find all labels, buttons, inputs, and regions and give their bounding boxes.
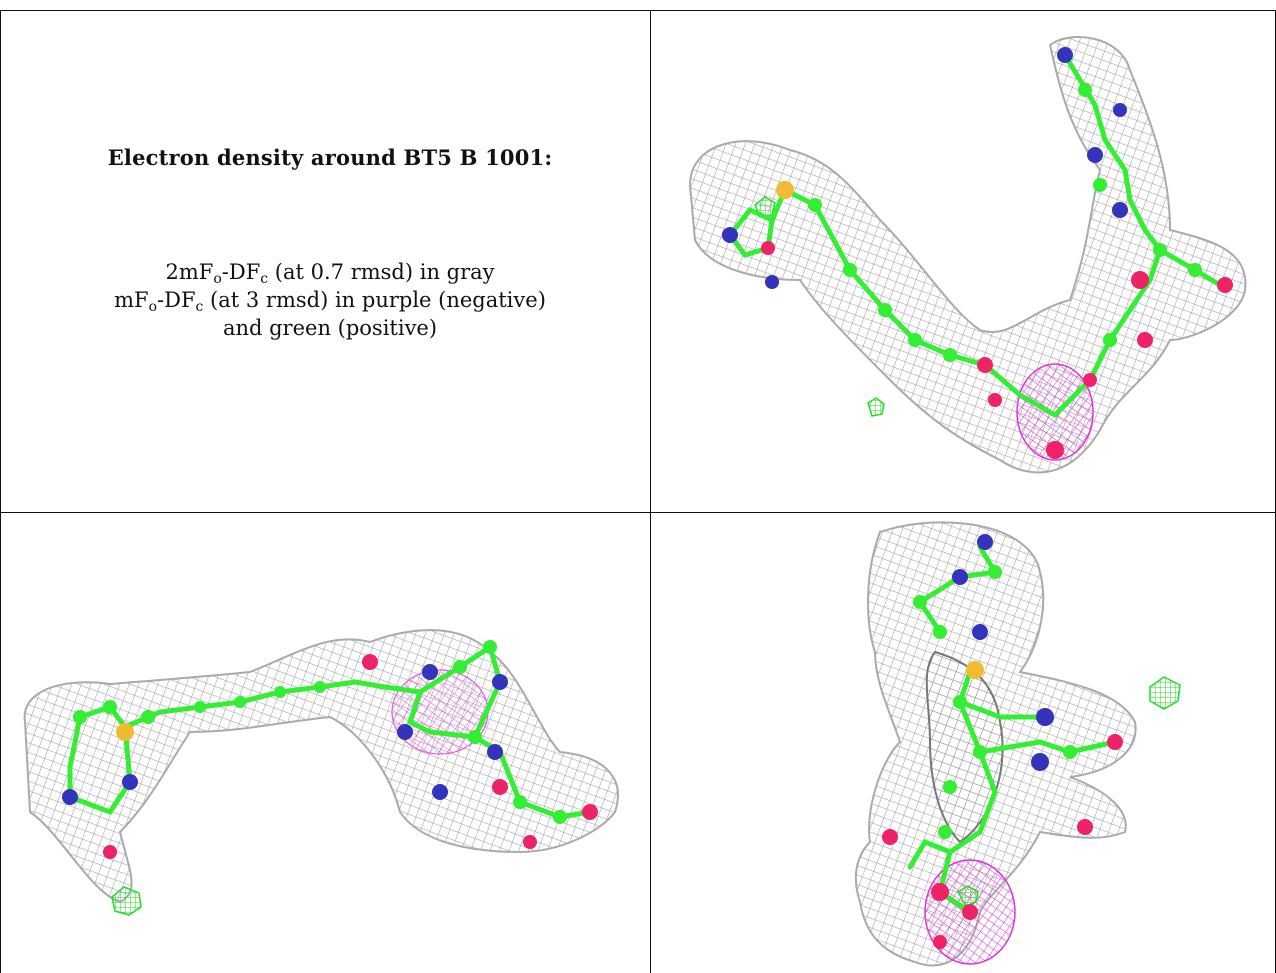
caption-line-2fofc: 2mFo-DFc (at 0.7 rmsd) in gray [165, 260, 495, 287]
positive-density-blob [956, 676, 1181, 907]
view-bottom-left [0, 512, 650, 973]
molecule-density-render [854, 521, 1181, 967]
view-top-right [650, 10, 1276, 512]
positive-density-blob [111, 886, 142, 916]
caption-title: Electron density around BT5 B 1001: [107, 145, 553, 170]
view-bottom-right [650, 512, 1276, 973]
caption-cell: Electron density around BT5 B 1001: 2mFo… [0, 10, 650, 512]
atoms [722, 47, 1233, 459]
caption-description: 2mFo-DFc (at 0.7 rmsd) in gray mFo-DFc (… [40, 258, 620, 342]
caption-line-colors: and green (positive) [222, 316, 438, 340]
atoms [882, 534, 1123, 949]
atoms [62, 640, 598, 859]
caption-line-fofc: mFo-DFc (at 3 rmsd) in purple (negative) [114, 288, 546, 315]
molecule-density-render [688, 36, 1247, 474]
density-mesh-gray [854, 521, 1137, 967]
molecule-density-render [23, 629, 619, 916]
